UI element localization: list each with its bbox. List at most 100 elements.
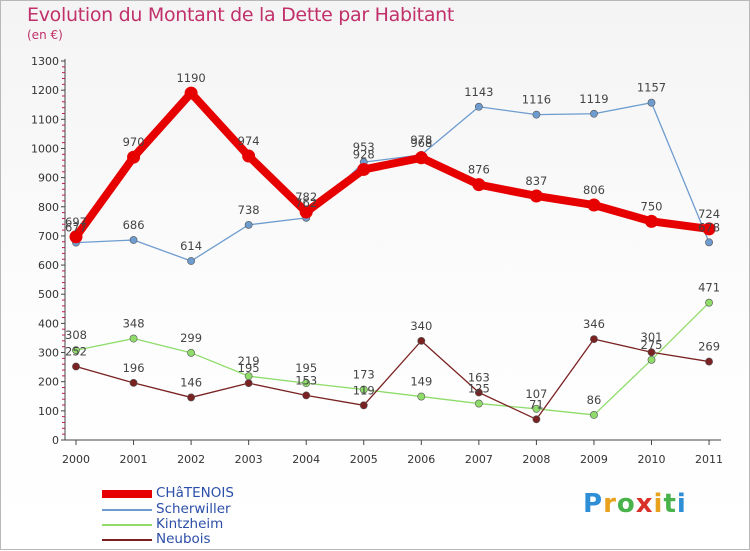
data-point	[590, 335, 598, 344]
data-label: 119	[353, 383, 375, 397]
data-point	[417, 392, 426, 401]
data-label: 146	[180, 375, 202, 389]
proxiti-logo: Proxiti	[583, 489, 687, 519]
data-point	[532, 404, 541, 413]
x-tick-label: 2004	[292, 453, 320, 466]
data-label: 782	[295, 190, 317, 204]
y-tick-label: 600	[38, 259, 59, 272]
legend-label: Kintzheim	[156, 516, 224, 532]
data-point	[187, 257, 195, 265]
data-label: 163	[468, 370, 490, 384]
data-point	[705, 298, 713, 307]
data-label: 219	[238, 354, 260, 368]
y-tick-label: 800	[38, 201, 59, 214]
data-label: 196	[123, 361, 145, 375]
data-label: 837	[525, 174, 547, 188]
data-label: 275	[641, 338, 663, 352]
data-point	[702, 222, 716, 236]
data-point	[417, 336, 426, 345]
data-point	[244, 220, 253, 229]
data-label: 1116	[522, 93, 551, 107]
data-label: 750	[641, 199, 663, 213]
chart-unit: (en €)	[27, 28, 63, 42]
data-label: 762	[295, 196, 317, 210]
data-point	[532, 110, 541, 119]
data-label: 252	[65, 345, 87, 359]
x-tick-label: 2003	[235, 453, 263, 466]
x-tick-label: 2002	[177, 453, 205, 466]
data-point	[474, 102, 483, 111]
y-tick-label: 1000	[31, 142, 59, 155]
y-tick-label: 700	[38, 230, 59, 243]
data-label: 928	[353, 147, 375, 161]
data-point	[474, 388, 483, 397]
data-point	[184, 86, 198, 100]
data-label: 195	[295, 361, 317, 375]
data-label: 678	[698, 220, 720, 234]
data-label: 348	[123, 317, 145, 331]
y-tick-label: 1100	[31, 113, 59, 126]
data-label: 1157	[637, 81, 666, 95]
data-point	[302, 391, 311, 400]
data-point	[532, 415, 541, 424]
y-tick-label: 0	[52, 434, 59, 447]
data-point	[645, 214, 658, 228]
x-tick-label: 2008	[522, 453, 550, 466]
x-tick-label: 2000	[62, 453, 90, 466]
data-label: 686	[123, 218, 145, 232]
data-label: 308	[65, 328, 87, 342]
data-label: 876	[468, 163, 490, 177]
data-point	[647, 98, 656, 107]
legend-label: Neubois	[156, 531, 211, 547]
data-point	[590, 109, 598, 118]
data-point	[647, 355, 656, 364]
data-label: 978	[410, 133, 432, 147]
data-label: 301	[641, 330, 663, 344]
data-label: 1143	[464, 85, 493, 99]
data-point	[302, 379, 311, 388]
data-label: 269	[698, 340, 720, 354]
data-label: 968	[410, 136, 432, 150]
data-point	[299, 205, 313, 219]
data-label: 173	[353, 368, 375, 382]
series-line-châtenois	[72, 89, 714, 241]
data-label: 614	[180, 239, 202, 253]
data-point	[647, 348, 656, 357]
data-label: 697	[65, 215, 87, 229]
legend-swatch	[102, 539, 152, 541]
data-label: 346	[583, 317, 605, 331]
data-label: 974	[238, 134, 260, 148]
data-point	[587, 198, 601, 212]
x-tick-label: 2001	[120, 453, 148, 466]
data-label: 953	[353, 140, 375, 154]
data-label: 195	[238, 361, 260, 375]
data-point	[72, 346, 80, 355]
series-line-neubois	[75, 338, 710, 420]
legend-swatch	[102, 524, 152, 526]
data-point	[359, 401, 368, 410]
y-tick-label: 1200	[31, 84, 59, 97]
x-tick-label: 2007	[465, 453, 493, 466]
data-point	[129, 334, 138, 343]
y-tick-label: 100	[38, 405, 59, 418]
data-label: 1119	[579, 92, 608, 106]
data-point	[129, 378, 138, 387]
data-label: 86	[587, 393, 602, 407]
data-point	[414, 151, 428, 165]
data-point	[357, 162, 371, 176]
legend-swatch	[102, 490, 152, 498]
data-label: 471	[698, 281, 720, 295]
x-tick-label: 2005	[350, 453, 378, 466]
chart-title: Evolution du Montant de la Dette par Hab…	[27, 4, 455, 26]
data-label: 299	[180, 331, 202, 345]
data-label: 724	[698, 207, 720, 221]
series-line-kintzheim	[75, 302, 710, 416]
x-tick-label: 2006	[407, 453, 435, 466]
series-line-scherwiller	[75, 102, 710, 262]
data-point	[705, 238, 713, 247]
x-tick-label: 2010	[638, 453, 666, 466]
y-tick-label: 300	[38, 347, 59, 360]
data-label: 107	[525, 387, 547, 401]
data-point	[127, 150, 141, 164]
